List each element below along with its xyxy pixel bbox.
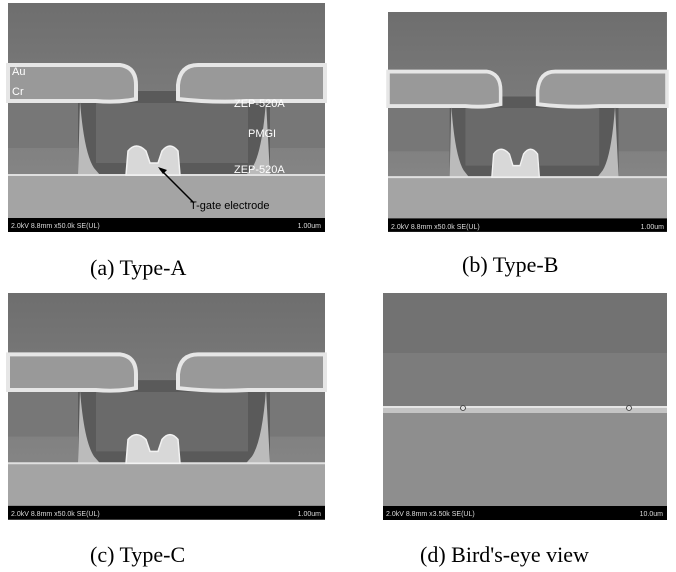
label: T-gate electrode bbox=[190, 200, 270, 212]
scale: 1.00um bbox=[298, 511, 322, 518]
sem-image-a: Au Cr ZEP-520A PMGI ZEP-520A T-gate elec… bbox=[8, 3, 325, 232]
scale: 1.00um bbox=[641, 224, 665, 231]
caption: (c) Type-C bbox=[90, 542, 185, 567]
label: Cr bbox=[12, 86, 24, 98]
label: ZEP-520A bbox=[234, 98, 285, 110]
sem-image-c: 2.0kV 8.8mm x50.0k SE(UL) 1.00um bbox=[8, 293, 325, 520]
caption: (b) Type-B bbox=[462, 252, 558, 277]
label: PMGI bbox=[248, 128, 276, 140]
info: 2.0kV 8.8mm x50.0k SE(UL) bbox=[391, 224, 480, 231]
label: Au bbox=[12, 66, 25, 78]
caption: (a) Type-A bbox=[90, 255, 187, 280]
sem-image-d: 2.0kV 8.8mm x3.50k SE(UL) 10.0um bbox=[383, 293, 667, 520]
scale: 10.0um bbox=[640, 511, 664, 518]
info: 2.0kV 8.8mm x3.50k SE(UL) bbox=[386, 511, 475, 518]
scale: 1.00um bbox=[298, 223, 322, 230]
info: 2.0kV 8.8mm x50.0k SE(UL) bbox=[11, 511, 100, 518]
caption: (d) Bird's-eye view bbox=[420, 542, 589, 567]
figure: Au Cr ZEP-520A PMGI ZEP-520A T-gate elec… bbox=[0, 0, 676, 572]
label: ZEP-520A bbox=[234, 164, 285, 176]
info: 2.0kV 8.8mm x50.0k SE(UL) bbox=[11, 223, 100, 230]
sem-image-b: 2.0kV 8.8mm x50.0k SE(UL) 1.00um bbox=[388, 12, 667, 232]
